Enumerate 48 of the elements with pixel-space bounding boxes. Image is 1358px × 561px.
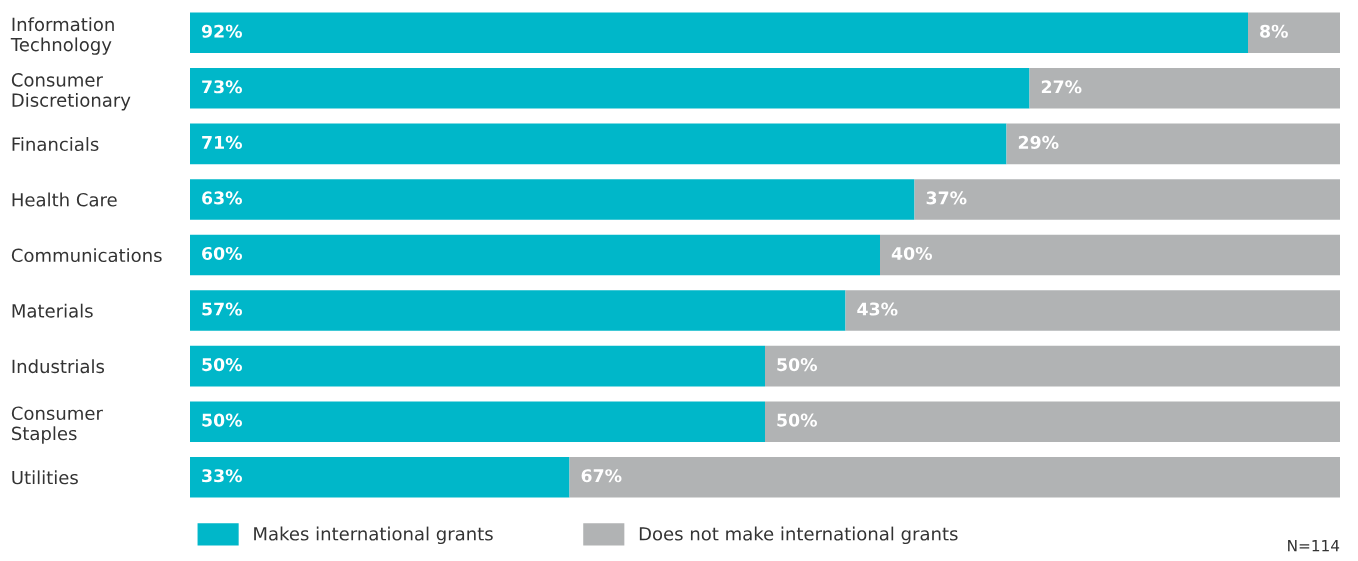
y-tick-label: Utilities (12, 470, 78, 485)
y-tick-label: Information Technology (10, 17, 114, 55)
data-label: 67% (581, 469, 622, 483)
data-label: 29% (1018, 135, 1059, 149)
data-label: 43% (857, 302, 898, 316)
bar (190, 290, 846, 331)
y-tick-label: Consumer Staples (11, 406, 103, 444)
data-label: 50% (777, 358, 817, 372)
bar (190, 401, 765, 442)
y-tick-label: Industrials (12, 359, 105, 374)
y-tick-label: Financials (12, 137, 99, 152)
bar (1029, 68, 1340, 109)
bar (190, 456, 570, 498)
bar (569, 456, 1340, 498)
data-label: 8% (1260, 24, 1288, 38)
data-label: 50% (202, 413, 242, 427)
bar (190, 179, 915, 220)
data-label: 37% (926, 191, 967, 205)
data-label: 27% (1041, 80, 1082, 94)
data-label: 92% (201, 24, 242, 38)
data-label: 50% (202, 358, 242, 372)
bar (880, 234, 1340, 276)
bar (190, 12, 1248, 54)
data-label: 71% (202, 135, 242, 149)
data-label: 57% (202, 302, 242, 316)
data-label: 60% (202, 246, 242, 261)
data-label: 63% (202, 191, 242, 205)
y-tick-label: Communications (11, 248, 162, 263)
bar (845, 290, 1340, 331)
bar (190, 234, 880, 276)
bar (1006, 123, 1340, 165)
legend-label: Makes international grants (254, 526, 493, 545)
bar (190, 123, 1007, 165)
data-label: 40% (891, 246, 932, 261)
data-label: 33% (202, 469, 242, 483)
bar (1248, 12, 1340, 54)
text: N=114 (1288, 540, 1340, 552)
bar (914, 179, 1340, 220)
y-tick-label: Health Care (12, 192, 117, 207)
bar (765, 345, 1340, 387)
bar (190, 345, 765, 387)
data-label: 50% (777, 413, 817, 427)
bar (765, 401, 1340, 442)
legend-label: Does not make international grants (639, 526, 958, 545)
data-label: 73% (202, 80, 242, 94)
bar (190, 68, 1030, 109)
y-tick-label: Consumer Discretionary (11, 73, 131, 111)
y-tick-label: Materials (12, 303, 93, 318)
